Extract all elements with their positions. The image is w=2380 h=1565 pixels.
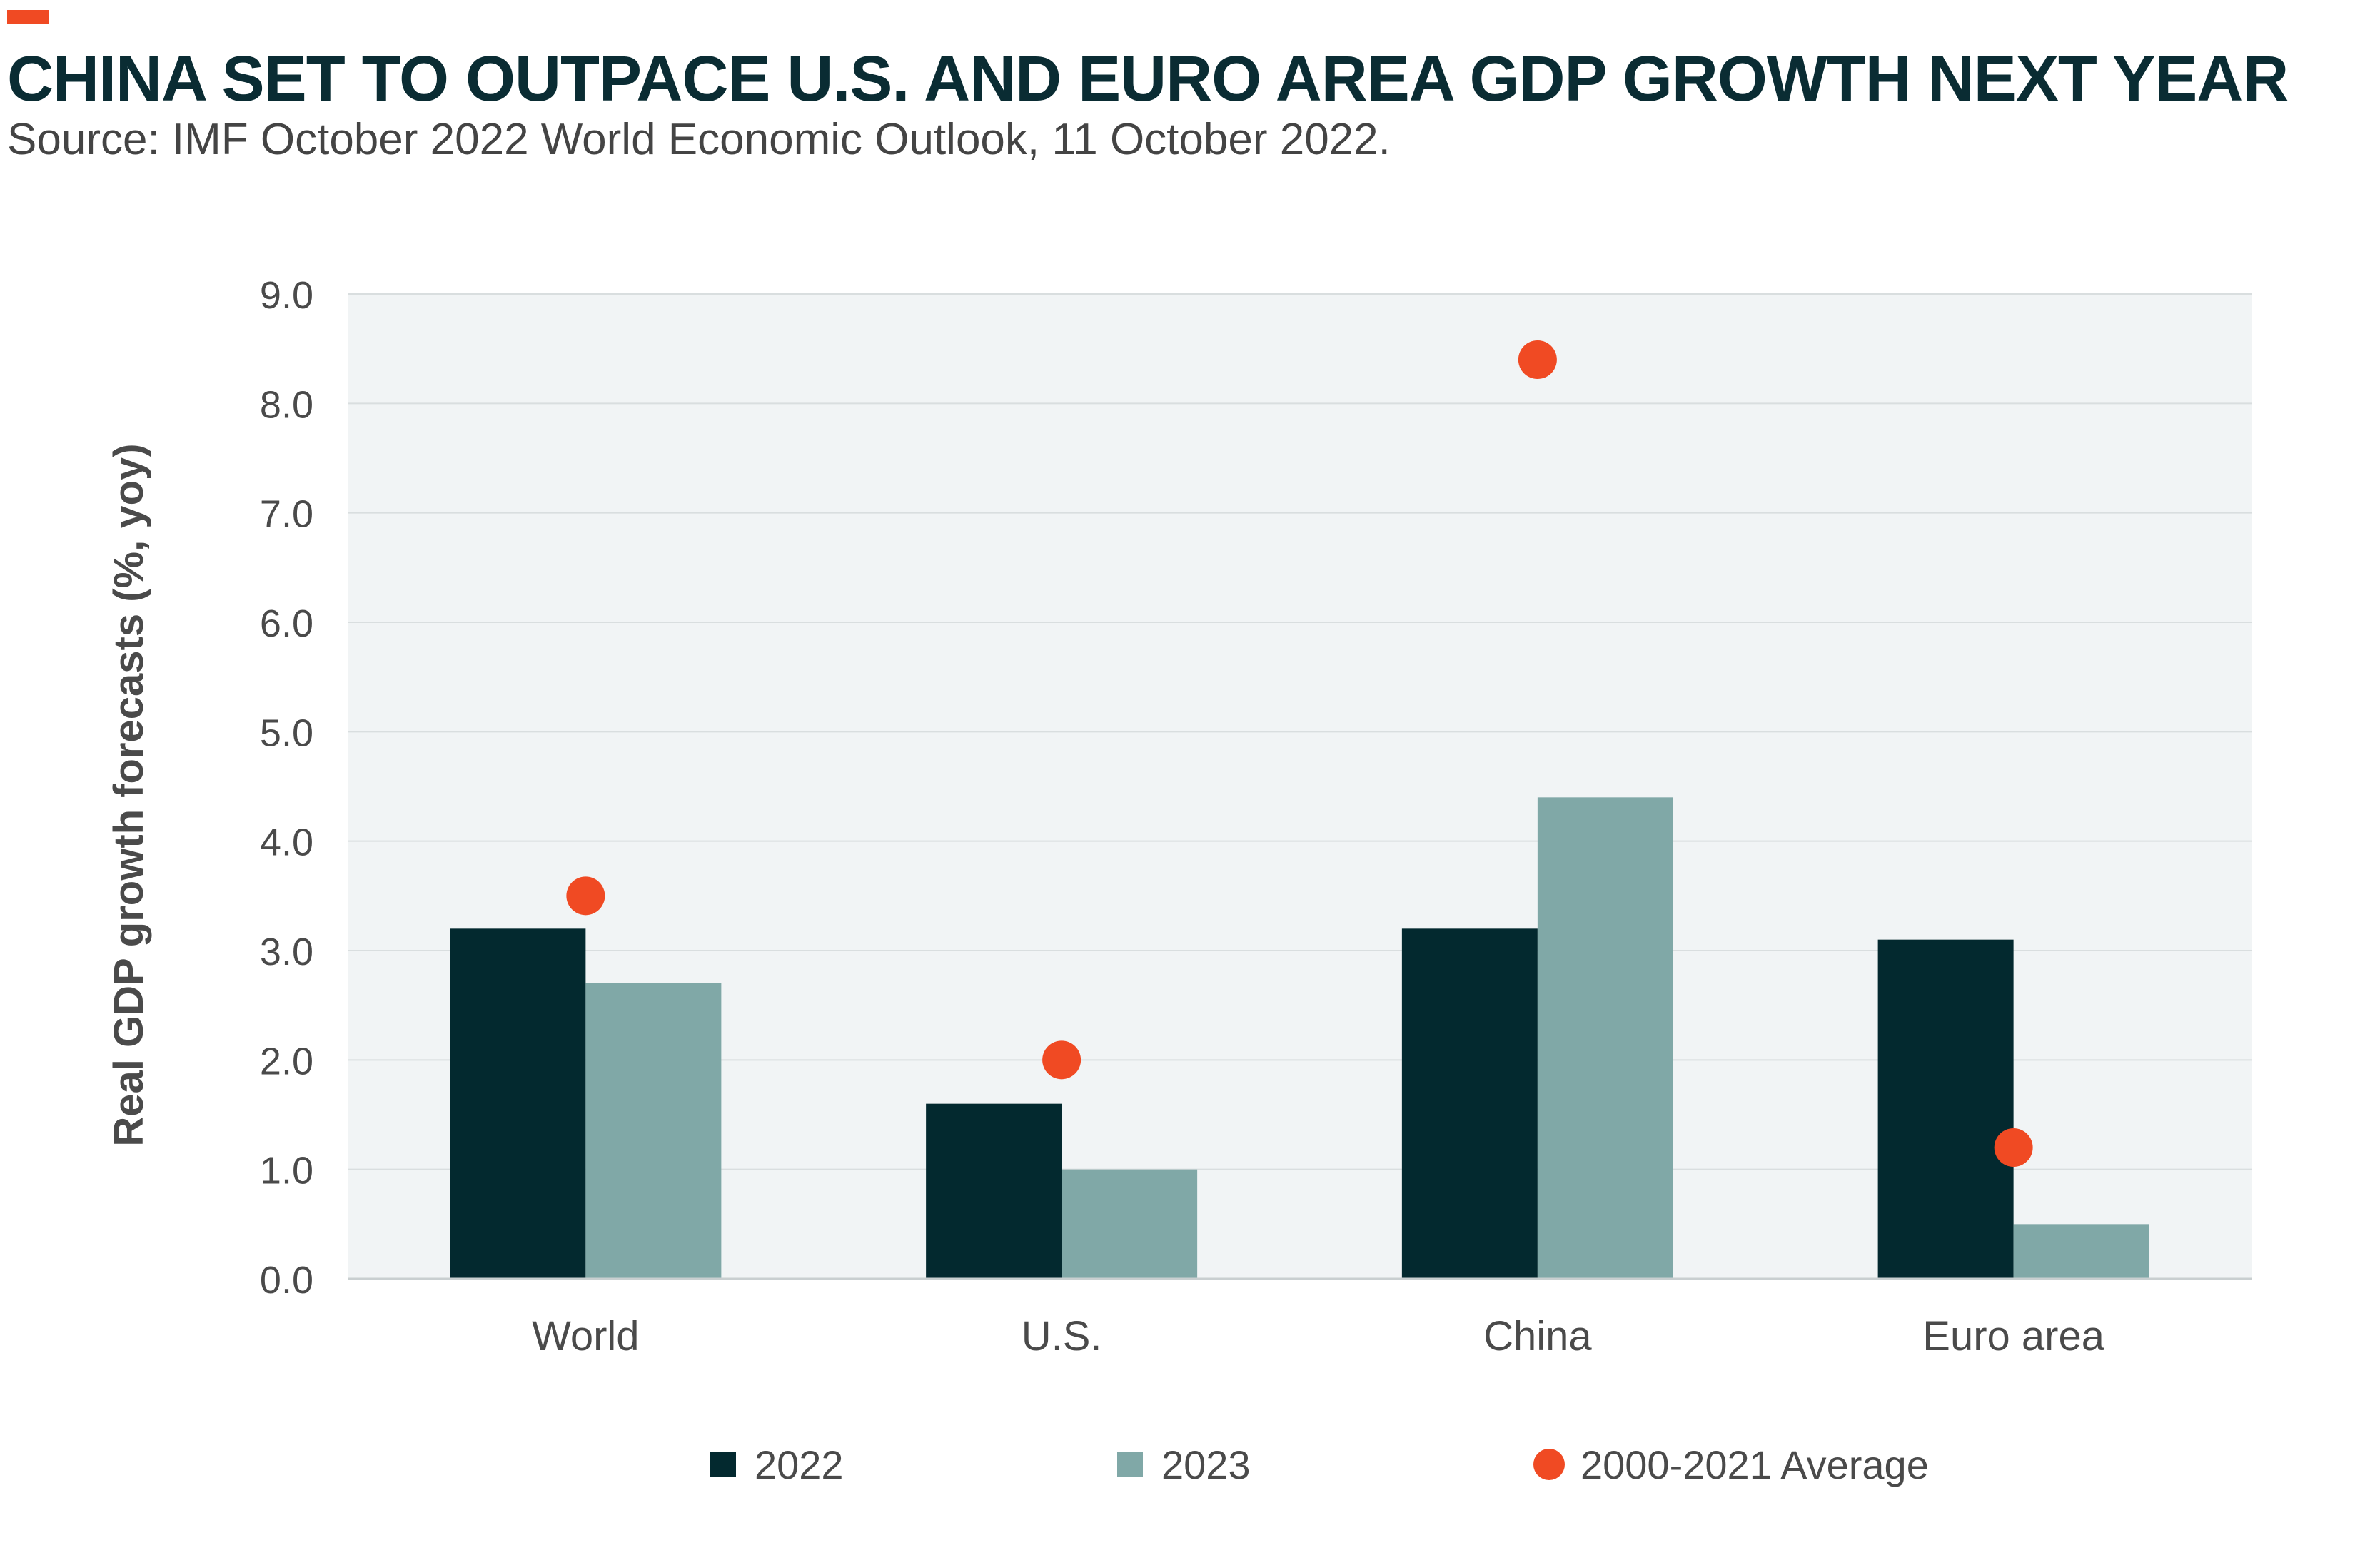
y-tick-label: 4.0: [260, 821, 313, 864]
average-dot: [1994, 1128, 2033, 1167]
average-dot: [566, 876, 605, 916]
y-tick-label: 5.0: [260, 711, 313, 754]
y-tick-label: 8.0: [260, 383, 313, 426]
bars: [450, 797, 2149, 1279]
legend-label: 2023: [1161, 1442, 1251, 1487]
legend-label: 2000-2021 Average: [1580, 1442, 1929, 1487]
legend-swatch-average: [1533, 1449, 1565, 1480]
axes: 0.0 1.0 2.0 3.0 4.0 5.0 6.0 7.0 8.0 9.0 World U.S. C…: [106, 274, 2252, 1359]
bar-2023: [2013, 1224, 2149, 1279]
y-tick-label: 3.0: [260, 931, 313, 973]
y-tick-label: 6.0: [260, 602, 313, 645]
y-tick-label: 7.0: [260, 493, 313, 536]
bar-2022: [1877, 939, 2014, 1279]
legend: 2022 2023 2000-2021 Average: [710, 1442, 1929, 1487]
legend-label: 2022: [755, 1442, 844, 1487]
y-tick-label: 0.0: [260, 1259, 313, 1302]
page-subtitle: Source: IMF October 2022 World Economic …: [7, 115, 1391, 164]
x-tick-label: Euro area: [1922, 1313, 2104, 1359]
y-tick-label: 2.0: [260, 1040, 313, 1083]
bar-2023: [1537, 797, 1673, 1279]
x-tick-label: China: [1483, 1313, 1592, 1359]
y-tick-label: 1.0: [260, 1150, 313, 1192]
y-axis-title: Real GDP growth forecasts (%, yoy): [106, 443, 152, 1146]
bar-2023: [1062, 1169, 1198, 1279]
x-tick-label: U.S.: [1022, 1313, 1102, 1359]
legend-swatch-2022: [710, 1452, 736, 1477]
bar-2022: [926, 1103, 1062, 1279]
average-dots: [566, 340, 2033, 1167]
average-dot: [1518, 340, 1557, 379]
average-dot: [1042, 1040, 1081, 1080]
y-tick-label: 9.0: [260, 274, 313, 317]
x-tick-label: World: [532, 1313, 639, 1359]
page-title: CHINA SET TO OUTPACE U.S. AND EURO AREA …: [7, 44, 2289, 115]
legend-swatch-2023: [1117, 1452, 1143, 1477]
bar-2022: [1401, 928, 1538, 1279]
bar-2023: [585, 983, 722, 1279]
bar-2022: [450, 928, 586, 1279]
accent-bar: [7, 10, 49, 24]
